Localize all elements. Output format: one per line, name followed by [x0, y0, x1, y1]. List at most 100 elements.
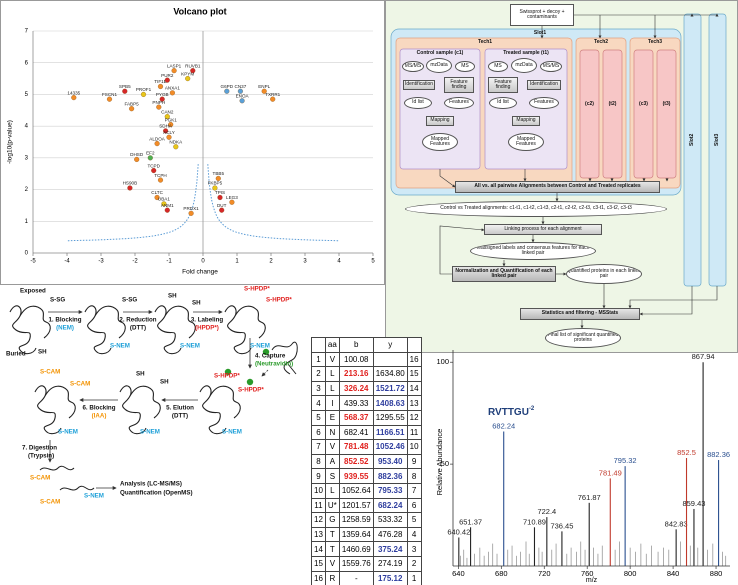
point: [134, 156, 140, 162]
point-label: G6PD: [221, 84, 234, 89]
x-tick-label: -1: [166, 259, 172, 265]
ms-node: MS/MS: [402, 61, 424, 72]
arrow: [261, 369, 269, 377]
fragment-table: aa b y 1 V 100.08 16 2 L 213.16 1634.80 15 3 L 326.24 1…: [311, 337, 422, 585]
point: [129, 106, 135, 112]
peak-label: 761.87: [578, 493, 601, 502]
point-label: UBA1: [158, 197, 170, 202]
point-label: KPYM: [181, 71, 194, 76]
replicate-column: [579, 49, 600, 179]
y-tick-label: 5: [25, 92, 29, 98]
point: [188, 210, 194, 216]
arrow: [574, 13, 719, 17]
table-cell: 1521.72: [372, 380, 408, 397]
point: [156, 104, 162, 110]
table-cell: 16: [406, 351, 422, 368]
table-cell: E: [324, 409, 340, 426]
table-cell: 476.28: [372, 526, 408, 543]
peak-label: 781.49: [599, 468, 622, 477]
scheme-label: S-HPDP*: [244, 286, 270, 293]
table-cell: -: [338, 570, 374, 585]
table-row: 14 T 1460.69 375.24 3: [311, 541, 422, 557]
threshold-curve: [207, 164, 339, 242]
table-cell: 8: [406, 468, 422, 484]
data-node: Mapped Features: [508, 133, 544, 151]
peptide: [59, 485, 95, 491]
table-cell: 568.37: [338, 409, 374, 426]
point: [169, 90, 175, 96]
replicate-column: [602, 49, 623, 179]
point-label: ENOA: [236, 93, 250, 98]
point: [157, 177, 164, 183]
point: [212, 185, 218, 191]
point-label: HS90B: [123, 181, 138, 186]
table-cell: 213.16: [338, 366, 374, 382]
x-tick-label: -4: [64, 259, 70, 265]
point-label: TCPH: [154, 173, 167, 178]
table-cell: 439.33: [338, 395, 374, 411]
header-cell: [406, 337, 422, 353]
point-label: PROF1: [136, 87, 152, 92]
peak-label: 722.4: [537, 507, 556, 516]
table-row: 3 L 326.24 1521.72 14: [311, 380, 422, 397]
table-cell: 13: [406, 395, 422, 411]
table-cell: 852.52: [338, 453, 374, 470]
scheme-label: S-NEM: [110, 343, 130, 350]
tech-label: Tech2: [593, 39, 609, 46]
data-node: mzData: [426, 58, 452, 73]
tech-label: Tech3: [647, 39, 663, 46]
bead: [246, 378, 254, 386]
table-cell: I: [324, 395, 340, 411]
scheme-label: S-SG: [50, 297, 65, 304]
point: [127, 185, 133, 191]
table-cell: 14: [311, 541, 326, 557]
scheme-label: S-NEM: [180, 343, 200, 350]
point-label: EF2: [146, 151, 155, 156]
table-cell: 274.19: [372, 555, 408, 572]
table-cell: 1295.55: [372, 409, 408, 426]
point: [239, 98, 245, 104]
peak-label: 640.42: [447, 527, 470, 536]
ms-node: MS: [488, 61, 508, 72]
table-cell: 12: [311, 512, 326, 528]
peak-label: 736.45: [550, 521, 573, 530]
table-row: 4 I 439.33 1408.63 13: [311, 395, 422, 411]
x-tick-label: 4: [337, 259, 341, 265]
y-tick-label: 7: [25, 29, 29, 35]
y-tick-label: 0: [25, 251, 29, 257]
peak-label: 842.83: [665, 519, 688, 528]
process-box: Feature finding: [444, 77, 474, 93]
point-label: FKBP5: [208, 181, 223, 186]
point: [163, 128, 169, 134]
peak-label: 710.89: [523, 517, 546, 526]
peak-label: 682.24: [492, 421, 515, 430]
table-cell: 1: [406, 570, 422, 585]
step-box: All vs. all pairwise Alignments between …: [455, 181, 660, 193]
arrow: [628, 286, 718, 309]
table-cell: 9: [406, 453, 422, 470]
scheme-label: Exposed: [20, 288, 46, 295]
scheme-label: 2. Reduction: [119, 317, 156, 324]
x-tick-label: 1: [235, 259, 239, 265]
step-box: Linking process for each alignment: [484, 224, 602, 235]
y-axis-label: Relative Abundance: [435, 429, 444, 496]
point: [147, 155, 153, 161]
point-label: PYGB: [156, 92, 169, 97]
header-row: aa b y: [311, 337, 422, 353]
table-cell: 13: [311, 526, 326, 543]
table-cell: 5: [311, 409, 326, 426]
table-cell: 3: [406, 541, 422, 557]
step-node: Control vs Treated alignments: c1-t1, c1…: [405, 201, 667, 217]
peptide: [39, 465, 75, 471]
table-cell: 2: [406, 555, 422, 572]
step-node: reassigned labels and consensus features…: [470, 242, 596, 260]
protein: [119, 385, 161, 435]
scheme-label: S-NEM: [58, 429, 78, 436]
y-tick-label: 2: [25, 187, 29, 193]
scheme-label: SH: [192, 300, 201, 307]
point-label: ACLY: [163, 130, 175, 135]
table-cell: 175.12: [372, 570, 408, 585]
point: [71, 95, 77, 101]
point: [159, 96, 165, 102]
arrow: [439, 169, 456, 188]
